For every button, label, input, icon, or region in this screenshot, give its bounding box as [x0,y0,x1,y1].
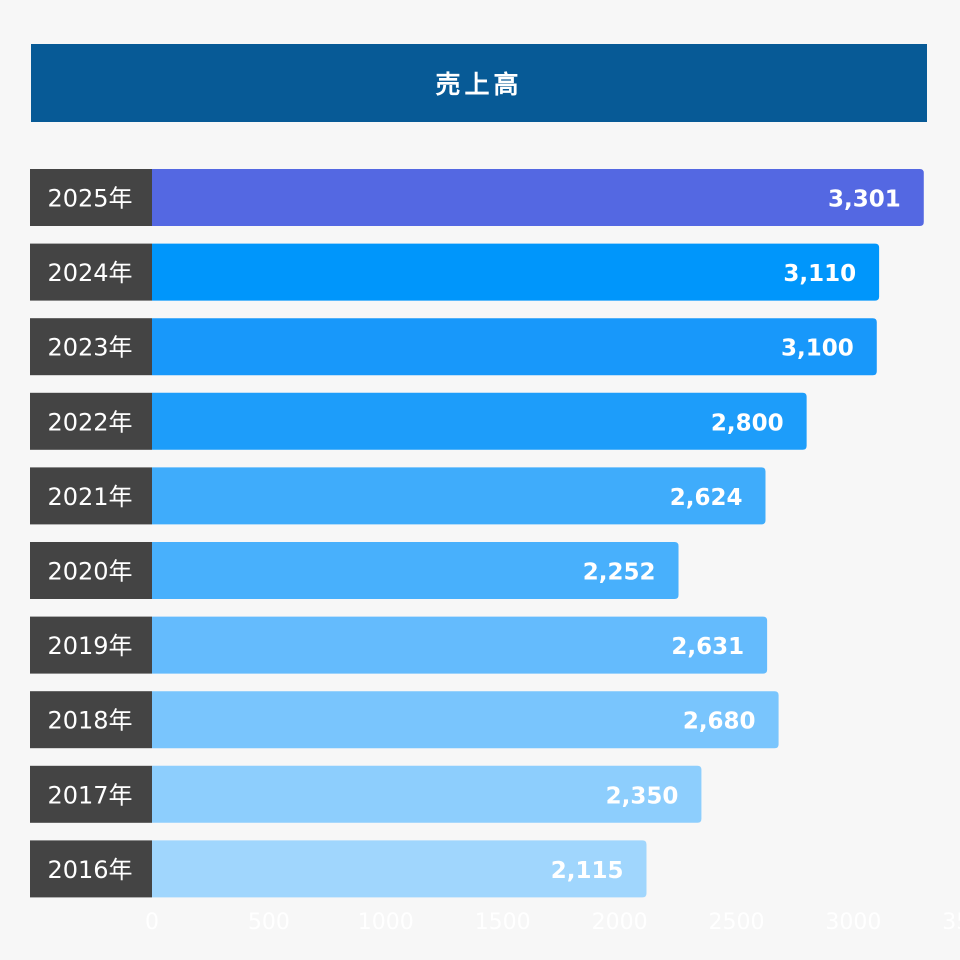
year-label: 2021年 [47,483,132,511]
bar [152,542,679,599]
chart-title-bar: 売上高 [31,44,927,122]
bar [152,169,924,226]
data-label: 2,252 [583,560,656,586]
x-tick-label: 0 [145,910,159,935]
data-label: 3,301 [828,187,901,213]
bar [152,318,877,376]
year-label-box [30,691,152,749]
bar [152,840,647,898]
x-tick-label: 2500 [709,910,765,935]
year-label: 2017年 [47,781,132,809]
year-label-box [30,169,152,226]
x-tick-label: 500 [248,910,290,935]
x-tick-label: 1000 [358,910,414,935]
bar [152,467,766,525]
year-label-box [30,467,152,525]
x-tick-label: 2000 [592,910,648,935]
year-label-box [30,542,152,599]
year-label-box [30,840,152,898]
data-label: 3,100 [781,336,854,362]
year-label: 2019年 [47,632,132,660]
data-label: 3,110 [783,261,856,287]
year-label-box [30,243,152,301]
year-label-box [30,392,152,450]
year-label-box [30,765,152,823]
bar [152,616,768,674]
data-label: 2,631 [671,634,744,660]
x-tick-label: 1500 [475,910,531,935]
data-label: 2,800 [711,410,784,436]
year-label-box [30,616,152,674]
year-label-box [30,318,152,376]
year-label: 2016年 [47,856,132,884]
year-label: 2025年 [47,185,132,213]
bar [152,765,702,823]
data-label: 2,350 [606,783,679,809]
year-label: 2018年 [47,707,132,735]
data-label: 2,115 [551,858,624,884]
year-label: 2024年 [47,259,132,287]
data-label: 2,680 [683,709,756,735]
bar [152,243,880,301]
bar [152,691,779,749]
year-label: 2020年 [47,558,132,586]
year-label: 2023年 [47,334,132,362]
bar [152,392,807,450]
x-tick-label: 3000 [825,910,881,935]
data-label: 2,624 [670,485,743,511]
chart-title: 売上高 [435,70,523,99]
x-tick-label: 3500 [942,910,960,935]
year-label: 2022年 [47,408,132,436]
